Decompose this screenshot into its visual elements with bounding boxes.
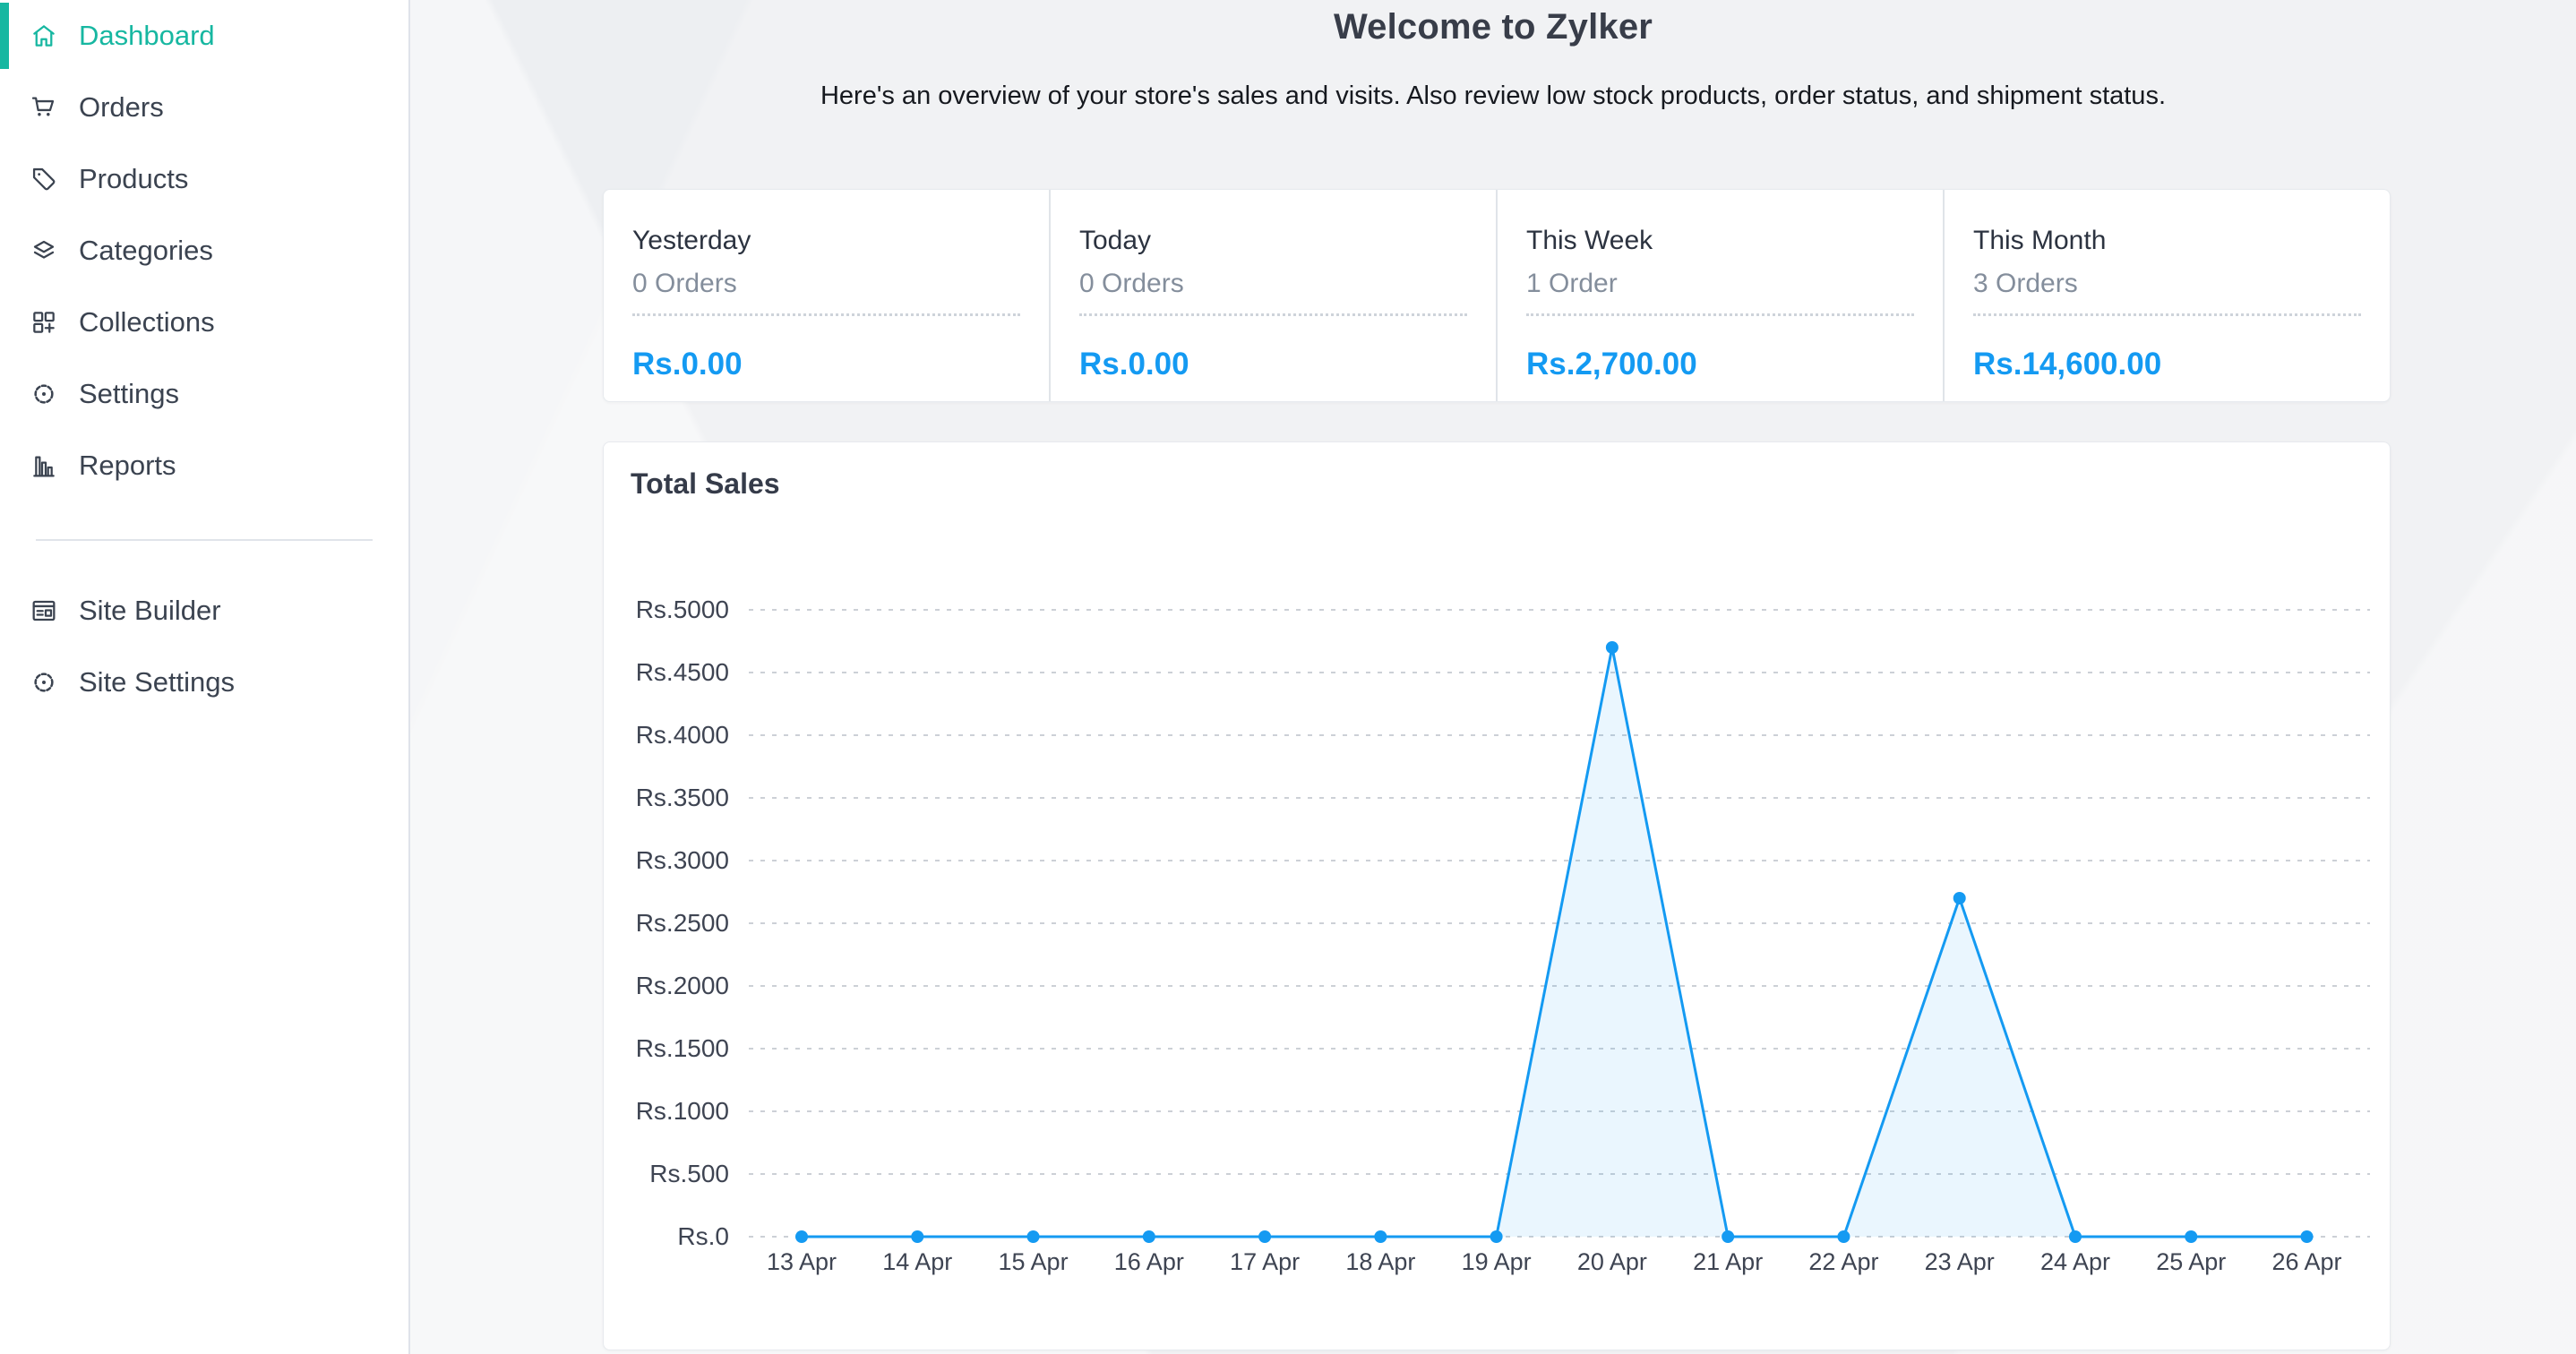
sidebar-item-label: Dashboard [79, 20, 215, 51]
sidebar-item-products[interactable]: Products [0, 143, 408, 215]
stat-card-this-month: This Month 3 Orders Rs.14,600.00 [1943, 190, 2390, 401]
svg-text:20 Apr: 20 Apr [1577, 1248, 1647, 1275]
svg-text:21 Apr: 21 Apr [1693, 1248, 1763, 1275]
total-sales-card: Total Sales Rs.5000 Rs.4500 Rs.4000 Rs.3500… [603, 441, 2391, 1350]
grid-plus-icon [33, 312, 55, 333]
svg-text:19 Apr: 19 Apr [1462, 1248, 1532, 1275]
stats-strip: Yesterday 0 Orders Rs.0.00 Today 0 Order… [603, 189, 2391, 402]
svg-text:Rs.500: Rs.500 [649, 1160, 729, 1187]
sidebar-divider [36, 539, 373, 541]
svg-text:Rs.5000: Rs.5000 [636, 596, 729, 623]
stat-card-today: Today 0 Orders Rs.0.00 [1049, 190, 1496, 401]
stat-orders-count: 3 Orders [1973, 269, 2078, 298]
gear-icon [34, 673, 54, 692]
svg-text:Rs.3000: Rs.3000 [636, 846, 729, 874]
main-content: Welcome to Zylker Here's an overview of … [410, 0, 2576, 1354]
sidebar-item-dashboard[interactable]: Dashboard [0, 0, 408, 72]
page-subtitle: Here's an overview of your store's sales… [820, 81, 2166, 110]
svg-text:15 Apr: 15 Apr [999, 1248, 1069, 1275]
sidebar-item-label: Site Builder [79, 595, 221, 626]
sidebar-item-label: Reports [79, 450, 176, 481]
stat-card-yesterday: Yesterday 0 Orders Rs.0.00 [604, 190, 1049, 401]
svg-text:Rs.0: Rs.0 [677, 1222, 729, 1250]
sidebar-item-orders[interactable]: Orders [0, 72, 408, 143]
chart-title: Total Sales [631, 467, 780, 500]
dotted-divider [1526, 313, 1914, 316]
svg-text:Rs.1000: Rs.1000 [636, 1097, 729, 1125]
tag-icon [32, 167, 56, 191]
svg-text:14 Apr: 14 Apr [882, 1248, 952, 1275]
svg-text:16 Apr: 16 Apr [1114, 1248, 1184, 1275]
sidebar-item-collections[interactable]: Collections [0, 287, 408, 358]
svg-text:18 Apr: 18 Apr [1345, 1248, 1415, 1275]
layers-icon [33, 240, 55, 259]
sidebar-item-label: Site Settings [79, 666, 236, 698]
svg-text:Rs.2500: Rs.2500 [636, 909, 729, 937]
page-title: Welcome to Zylker [1333, 7, 1653, 47]
bar-chart-icon [33, 456, 55, 477]
stat-card-this-week: This Week 1 Order Rs.2,700.00 [1496, 190, 1943, 401]
svg-text:Rs.3500: Rs.3500 [636, 784, 729, 811]
sidebar-item-categories[interactable]: Categories [0, 215, 408, 287]
svg-text:26 Apr: 26 Apr [2271, 1248, 2341, 1275]
sidebar-item-settings[interactable]: Settings [0, 358, 408, 430]
svg-text:Rs.4000: Rs.4000 [636, 721, 729, 749]
stat-period: This Month [1973, 226, 2107, 255]
sidebar-item-label: Settings [79, 378, 180, 409]
svg-text:Rs.4500: Rs.4500 [636, 658, 729, 686]
svg-text:Rs.1500: Rs.1500 [636, 1034, 729, 1062]
svg-text:17 Apr: 17 Apr [1230, 1248, 1300, 1275]
sidebar: Dashboard Orders Products Categories [0, 0, 410, 1354]
stat-orders-count: 1 Order [1526, 269, 1618, 298]
cart-icon [31, 97, 55, 116]
sidebar-item-label: Products [79, 163, 189, 194]
dotted-divider [632, 313, 1020, 316]
svg-text:22 Apr: 22 Apr [1808, 1248, 1878, 1275]
dotted-divider [1973, 313, 2361, 316]
stat-amount: Rs.0.00 [632, 347, 743, 381]
stat-period: Yesterday [632, 226, 751, 255]
gear-icon [34, 384, 54, 404]
stat-amount: Rs.2,700.00 [1526, 347, 1697, 381]
sidebar-item-site-builder[interactable]: Site Builder [0, 575, 408, 647]
sidebar-item-label: Categories [79, 235, 213, 266]
dotted-divider [1079, 313, 1467, 316]
stat-period: Today [1079, 226, 1152, 255]
sidebar-item-label: Collections [79, 306, 215, 338]
stat-amount: Rs.0.00 [1079, 347, 1189, 381]
svg-text:13 Apr: 13 Apr [767, 1248, 837, 1275]
sidebar-item-site-settings[interactable]: Site Settings [0, 647, 408, 718]
svg-text:25 Apr: 25 Apr [2156, 1248, 2226, 1275]
browser-layout-icon [32, 600, 56, 621]
svg-text:Rs.2000: Rs.2000 [636, 972, 729, 999]
svg-text:24 Apr: 24 Apr [2040, 1248, 2110, 1275]
stat-orders-count: 0 Orders [1079, 269, 1184, 298]
stat-period: This Week [1526, 226, 1653, 255]
sidebar-item-reports[interactable]: Reports [0, 430, 408, 501]
stat-amount: Rs.14,600.00 [1973, 347, 2162, 381]
home-icon [33, 25, 55, 47]
svg-text:23 Apr: 23 Apr [1925, 1248, 1995, 1275]
stat-orders-count: 0 Orders [632, 269, 737, 298]
total-sales-chart[interactable]: Rs.5000 Rs.4500 Rs.4000 Rs.3500 Rs.3000 Rs.25… [604, 442, 2391, 1351]
sidebar-item-label: Orders [79, 91, 164, 123]
